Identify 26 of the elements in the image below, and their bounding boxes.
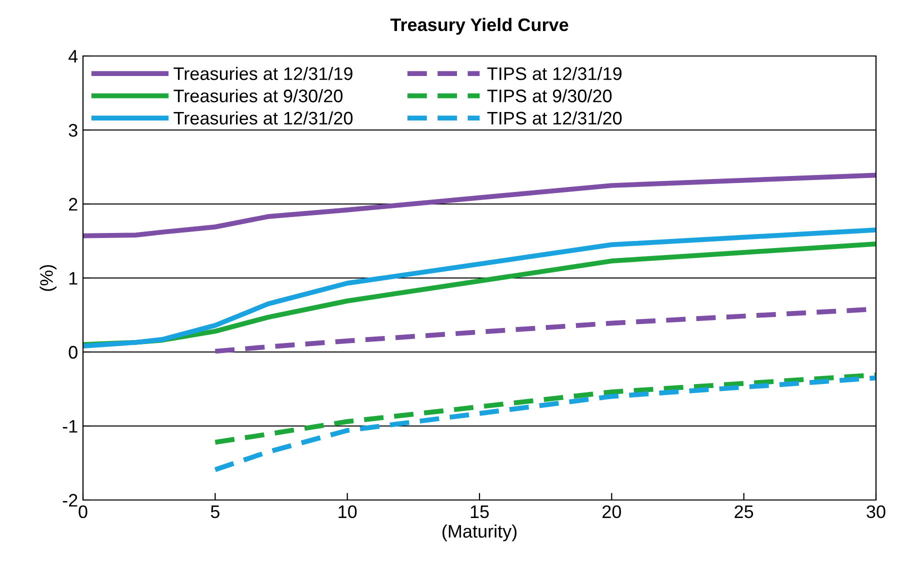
legend-label: TIPS at 12/31/19 (487, 66, 622, 80)
x-axis-title: (Maturity) (442, 524, 516, 542)
legend-label: Treasuries at 9/30/20 (174, 89, 343, 102)
x-tick-label: 30 (866, 505, 886, 518)
legend-label: TIPS at 12/31/20 (487, 111, 622, 125)
legend-label: Treasuries at 12/31/19 (174, 66, 352, 80)
y-axis-title: (%) (40, 265, 57, 291)
line-series (83, 172, 876, 238)
chart-title: Treasury Yield Curve (390, 18, 568, 35)
x-tick-label: 25 (734, 505, 754, 518)
y-tick-label: 0 (68, 346, 78, 359)
x-tick-label: 5 (210, 506, 220, 518)
x-tick-label: 10 (338, 505, 357, 518)
x-tick-label: 20 (602, 505, 622, 518)
y-tick-label: 1 (69, 272, 78, 285)
y-tick-label: 4 (68, 50, 78, 63)
line-series (212, 375, 876, 472)
x-tick-label: 0 (78, 505, 88, 518)
y-tick-label: -1 (62, 420, 78, 433)
y-tick-label: 3 (68, 124, 78, 137)
y-tick-label: 2 (69, 198, 78, 211)
legend-label: Treasuries at 12/31/20 (174, 111, 353, 125)
line-series (212, 372, 876, 445)
x-tick-label: 15 (470, 506, 489, 518)
y-tick-label: -2 (62, 494, 78, 507)
legend-label: TIPS at 9/30/20 (487, 89, 612, 102)
